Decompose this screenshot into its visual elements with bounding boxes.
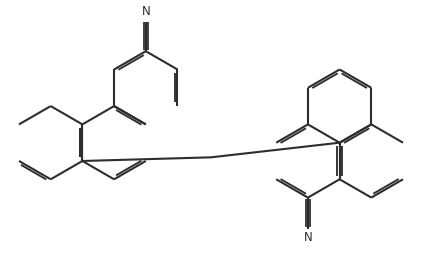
Text: N: N bbox=[141, 5, 150, 18]
Text: N: N bbox=[303, 231, 312, 244]
